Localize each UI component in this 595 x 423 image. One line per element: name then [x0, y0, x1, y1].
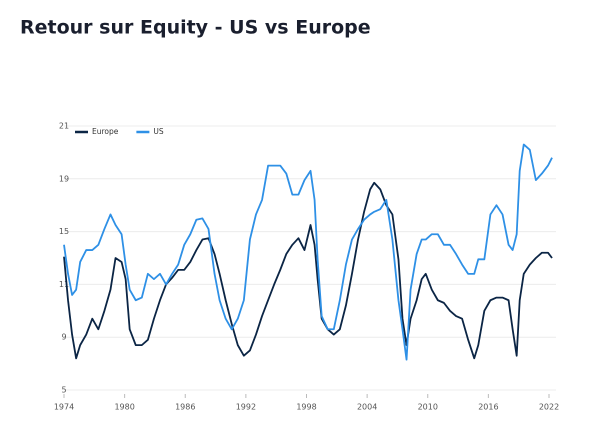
- legend-label: US: [153, 127, 163, 136]
- y-tick-label: 9: [61, 333, 66, 342]
- y-tick-label: 15: [59, 227, 69, 236]
- y-tick-label: 19: [59, 174, 69, 183]
- y-tick-label: 11: [59, 280, 69, 289]
- x-tick-label: 2022: [539, 403, 559, 412]
- x-tick-label: 2010: [418, 403, 438, 412]
- x-tick-label: 1992: [236, 403, 256, 412]
- x-tick-label: 2016: [478, 403, 498, 412]
- y-tick-label: 5: [61, 386, 66, 395]
- legend-label: Europe: [92, 127, 119, 136]
- series-line: [63, 143, 553, 361]
- x-tick-label: 2004: [357, 403, 377, 412]
- x-tick-label: 1998: [296, 403, 316, 412]
- series-line: [63, 181, 553, 360]
- y-tick-label: 21: [59, 122, 69, 131]
- chart-title: Retour sur Equity - US vs Europe: [20, 17, 371, 39]
- x-tick-label: 1980: [114, 403, 134, 412]
- x-tick-label: 1974: [54, 403, 74, 412]
- x-tick-label: 1986: [175, 403, 195, 412]
